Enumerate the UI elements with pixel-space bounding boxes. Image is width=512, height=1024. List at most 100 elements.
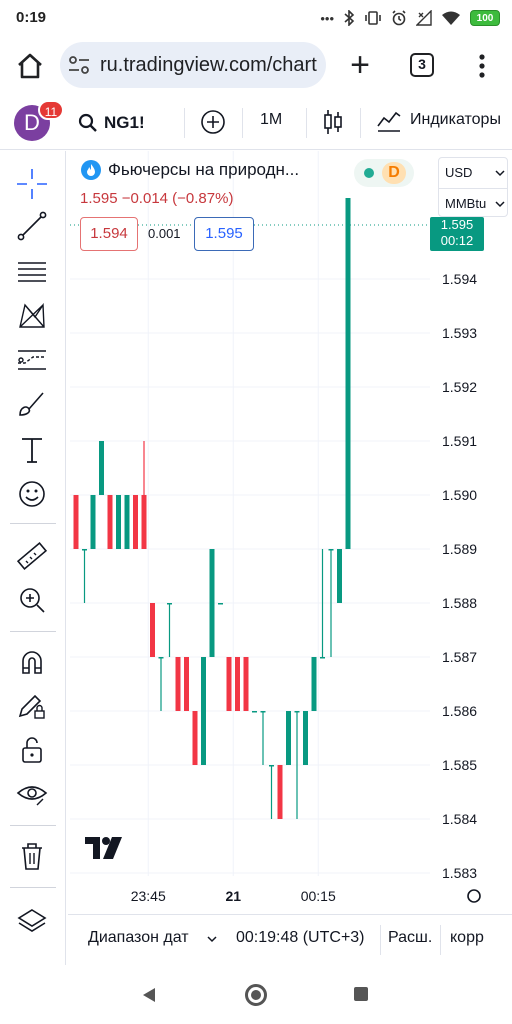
- candles-icon: [324, 110, 342, 134]
- indicators-icon: [377, 111, 401, 132]
- currency-label: USD: [445, 165, 473, 180]
- legend-title[interactable]: Фьючерсы на природн...: [108, 160, 300, 179]
- brush-icon: [19, 392, 44, 416]
- price-tick-label: 1.586: [442, 703, 477, 719]
- object-tree-tool[interactable]: [15, 905, 49, 939]
- tradingview-logo-icon[interactable]: [84, 835, 124, 861]
- candle-body: [90, 495, 96, 549]
- text-tool[interactable]: [15, 433, 49, 467]
- chart-toolbar: D 11 NG1! 1M Индикаторы: [0, 96, 512, 150]
- pattern-icon: [19, 302, 45, 328]
- lock-all-tool[interactable]: [15, 733, 49, 767]
- price-tick-label: 1.587: [442, 649, 477, 665]
- flame-icon: [81, 160, 101, 180]
- hide-tool[interactable]: [15, 777, 49, 811]
- scale-settings-icon[interactable]: [467, 889, 481, 903]
- price-tick-label: 1.588: [442, 595, 477, 611]
- trend-line-tool[interactable]: [15, 209, 49, 243]
- bar-countdown-label: 00:12: [441, 233, 474, 248]
- wifi-icon: [442, 11, 460, 25]
- market-status[interactable]: D: [354, 159, 414, 187]
- crosshair-tool[interactable]: [15, 167, 49, 201]
- emoji-tool[interactable]: [15, 477, 49, 511]
- candle-body: [311, 657, 317, 711]
- text-icon: [22, 438, 42, 463]
- crosshair-icon: [17, 169, 47, 199]
- candle-body: [167, 603, 172, 605]
- candle-body: [218, 603, 223, 605]
- lock-drawings-tool[interactable]: [15, 689, 49, 723]
- toolbar-divider: [306, 108, 307, 138]
- magnet-tool[interactable]: [15, 645, 49, 679]
- tool-divider: [10, 825, 56, 826]
- price-tick-label: 1.592: [442, 379, 477, 395]
- fib-tool[interactable]: [15, 255, 49, 289]
- alarm-icon: [392, 10, 406, 26]
- symbol-search-button[interactable]: NG1!: [78, 110, 145, 136]
- recents-icon[interactable]: [354, 987, 368, 1001]
- address-bar[interactable]: ru.tradingview.com/chart: [60, 42, 326, 88]
- pattern-tool[interactable]: [15, 299, 49, 333]
- magnet-icon: [22, 651, 42, 674]
- sell-button[interactable]: 1.594: [80, 217, 138, 251]
- trend-line-icon: [17, 211, 47, 241]
- tab-switcher-button[interactable]: 3: [410, 53, 434, 77]
- toolbar-divider: [242, 108, 243, 138]
- home-nav-icon[interactable]: [245, 984, 267, 1006]
- price-tick-label: 1.593: [442, 325, 477, 341]
- brush-tool[interactable]: [15, 387, 49, 421]
- candle-body: [260, 711, 266, 713]
- avatar[interactable]: D: [14, 105, 50, 141]
- pencil-lock-icon: [18, 694, 45, 719]
- notification-badge: 11: [38, 100, 64, 120]
- site-settings-icon[interactable]: [68, 55, 90, 75]
- price-tick-label: 1.584: [442, 811, 477, 827]
- back-icon[interactable]: [140, 986, 158, 1004]
- prediction-tool[interactable]: [15, 343, 49, 377]
- zoom-in-icon: [20, 588, 45, 613]
- candle-body: [141, 495, 147, 549]
- last-price-tag: [430, 217, 484, 251]
- measure-tool[interactable]: [15, 539, 49, 573]
- zoom-tool[interactable]: [15, 583, 49, 617]
- candle-body: [192, 711, 198, 765]
- candle-body: [82, 549, 87, 551]
- browser-menu-button[interactable]: [472, 50, 492, 82]
- status-time: 0:19: [16, 9, 47, 26]
- unit-label: MMBtu: [445, 196, 487, 211]
- clock-timezone[interactable]: 00:19:48 (UTC+3): [236, 929, 365, 946]
- currency-unit-selector[interactable]: USD MMBtu: [438, 157, 508, 217]
- time-tick-label: 23:45: [131, 888, 166, 904]
- indicators-button[interactable]: Индикаторы: [376, 108, 501, 132]
- candle-body: [252, 711, 257, 713]
- candle-body: [294, 711, 300, 713]
- chevron-down-icon: [207, 936, 217, 943]
- date-range-button[interactable]: Диапазон дат: [88, 929, 189, 947]
- selector-divider: [439, 188, 507, 189]
- trash-icon: [22, 843, 42, 870]
- bottom-divider: [380, 925, 381, 955]
- layers-icon: [17, 909, 47, 932]
- extended-hours-button[interactable]: Расш.: [388, 929, 433, 946]
- home-button[interactable]: [14, 50, 46, 82]
- eye-icon: [16, 786, 48, 806]
- chart-area[interactable]: 1.594 1.593 1.592 1.591 1.590 1.589 1.588 1.587…: [68, 151, 512, 913]
- interval-button[interactable]: 1M: [260, 111, 283, 128]
- candle-body: [209, 549, 215, 657]
- status-bar: 0:19 ••• 100: [0, 0, 512, 36]
- compare-symbol-button[interactable]: [200, 109, 226, 135]
- adjust-button[interactable]: корр: [450, 929, 484, 946]
- last-price-label: 1.595: [441, 217, 474, 232]
- buy-button[interactable]: 1.595: [194, 217, 254, 251]
- search-icon: [78, 113, 97, 132]
- unlock-icon: [22, 737, 42, 763]
- no-signal-icon: [416, 10, 432, 26]
- price-chart[interactable]: 1.594 1.593 1.592 1.591 1.590 1.589 1.588 1.587…: [68, 151, 512, 913]
- horizontal-lines-icon: [18, 262, 46, 282]
- remove-tool[interactable]: [15, 839, 49, 873]
- candle-body: [124, 495, 130, 549]
- chart-type-button[interactable]: [322, 108, 344, 136]
- new-tab-button[interactable]: +: [350, 46, 370, 84]
- candle-body: [133, 495, 138, 549]
- ruler-icon: [16, 542, 48, 570]
